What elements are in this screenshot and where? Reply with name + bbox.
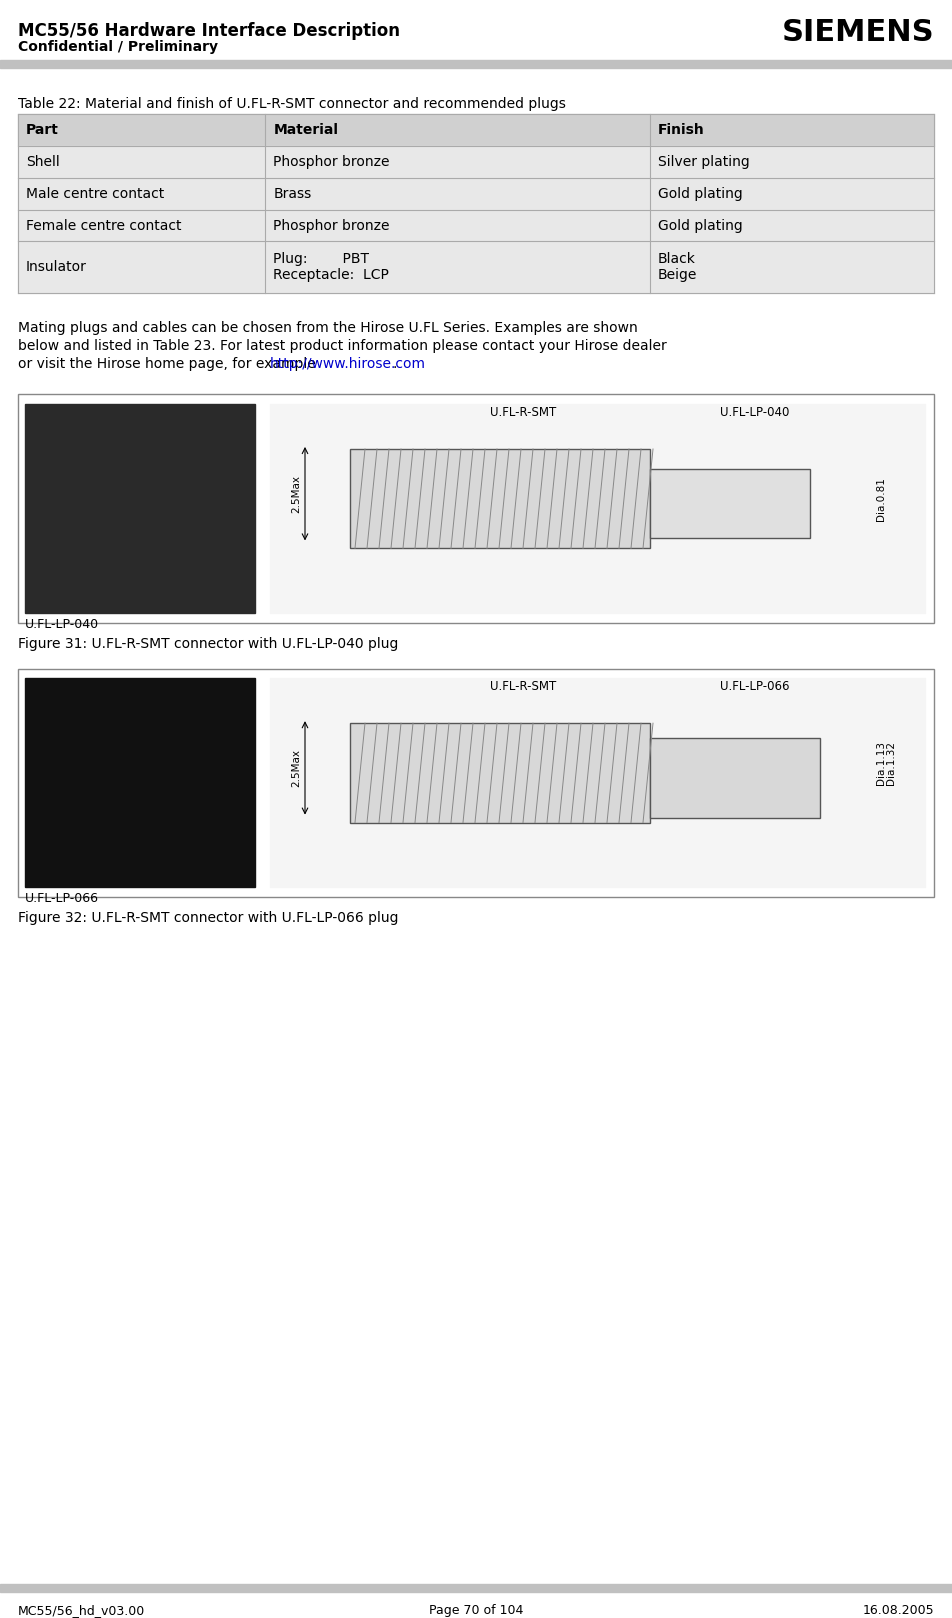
Text: U.FL-LP-040: U.FL-LP-040 xyxy=(25,618,99,631)
Text: Receptacle:  LCP: Receptacle: LCP xyxy=(273,269,389,282)
Bar xyxy=(270,678,925,887)
Text: Insulator: Insulator xyxy=(26,260,87,273)
Text: Female centre contact: Female centre contact xyxy=(26,218,182,233)
Bar xyxy=(18,395,934,623)
Bar xyxy=(18,115,934,146)
Text: Figure 32: U.FL-R-SMT connector with U.FL-LP-066 plug: Figure 32: U.FL-R-SMT connector with U.F… xyxy=(18,911,399,925)
Text: U.FL-LP-066: U.FL-LP-066 xyxy=(25,892,99,904)
Text: or visit the Hirose home page, for example: or visit the Hirose home page, for examp… xyxy=(18,356,320,371)
Text: Shell: Shell xyxy=(26,155,60,168)
Text: Dia.1.32: Dia.1.32 xyxy=(886,741,896,785)
Text: Table 22: Material and finish of U.FL-R-SMT connector and recommended plugs: Table 22: Material and finish of U.FL-R-… xyxy=(18,97,565,112)
Bar xyxy=(18,178,934,210)
Text: Part: Part xyxy=(26,123,59,138)
Text: 16.08.2005: 16.08.2005 xyxy=(863,1605,934,1618)
Bar xyxy=(0,60,952,68)
Bar xyxy=(18,668,934,896)
Text: Material: Material xyxy=(273,123,338,138)
Text: Phosphor bronze: Phosphor bronze xyxy=(273,218,389,233)
Text: Beige: Beige xyxy=(658,269,698,282)
Text: SIEMENS: SIEMENS xyxy=(782,18,934,47)
Text: Male centre contact: Male centre contact xyxy=(26,186,165,201)
Text: http://www.hirose.com: http://www.hirose.com xyxy=(269,356,426,371)
Text: Plug:        PBT: Plug: PBT xyxy=(273,252,369,267)
Text: Figure 31: U.FL-R-SMT connector with U.FL-LP-040 plug: Figure 31: U.FL-R-SMT connector with U.F… xyxy=(18,637,398,650)
Text: U.FL-LP-040: U.FL-LP-040 xyxy=(720,406,789,419)
Text: 2.5Max: 2.5Max xyxy=(291,474,301,513)
Bar xyxy=(25,678,255,887)
Text: MC55/56_hd_v03.00: MC55/56_hd_v03.00 xyxy=(18,1605,146,1618)
Bar xyxy=(0,1584,952,1592)
Bar xyxy=(18,210,934,241)
Text: Dia.1.13: Dia.1.13 xyxy=(876,741,886,785)
Text: U.FL-R-SMT: U.FL-R-SMT xyxy=(490,681,556,694)
Bar xyxy=(270,404,925,613)
Text: Finish: Finish xyxy=(658,123,704,138)
Text: Gold plating: Gold plating xyxy=(658,218,743,233)
Text: Mating plugs and cables can be chosen from the Hirose U.FL Series. Examples are : Mating plugs and cables can be chosen fr… xyxy=(18,320,638,335)
Bar xyxy=(350,723,650,822)
Text: Silver plating: Silver plating xyxy=(658,155,750,168)
Text: below and listed in Table 23. For latest product information please contact your: below and listed in Table 23. For latest… xyxy=(18,338,666,353)
Text: Confidential / Preliminary: Confidential / Preliminary xyxy=(18,40,218,53)
Bar xyxy=(25,404,255,613)
Bar xyxy=(650,738,820,817)
Text: Page 70 of 104: Page 70 of 104 xyxy=(428,1605,524,1618)
Text: U.FL-R-SMT: U.FL-R-SMT xyxy=(490,406,556,419)
Text: Dia.0.81: Dia.0.81 xyxy=(876,477,886,521)
Text: Gold plating: Gold plating xyxy=(658,186,743,201)
Text: MC55/56 Hardware Interface Description: MC55/56 Hardware Interface Description xyxy=(18,23,400,40)
Bar xyxy=(18,146,934,178)
Text: Phosphor bronze: Phosphor bronze xyxy=(273,155,389,168)
Text: .: . xyxy=(392,356,397,371)
Text: U.FL-LP-066: U.FL-LP-066 xyxy=(720,681,789,694)
Bar xyxy=(650,469,810,539)
Bar xyxy=(350,450,650,549)
Bar xyxy=(18,241,934,293)
Text: Black: Black xyxy=(658,252,696,267)
Text: 2.5Max: 2.5Max xyxy=(291,749,301,786)
Text: Brass: Brass xyxy=(273,186,311,201)
